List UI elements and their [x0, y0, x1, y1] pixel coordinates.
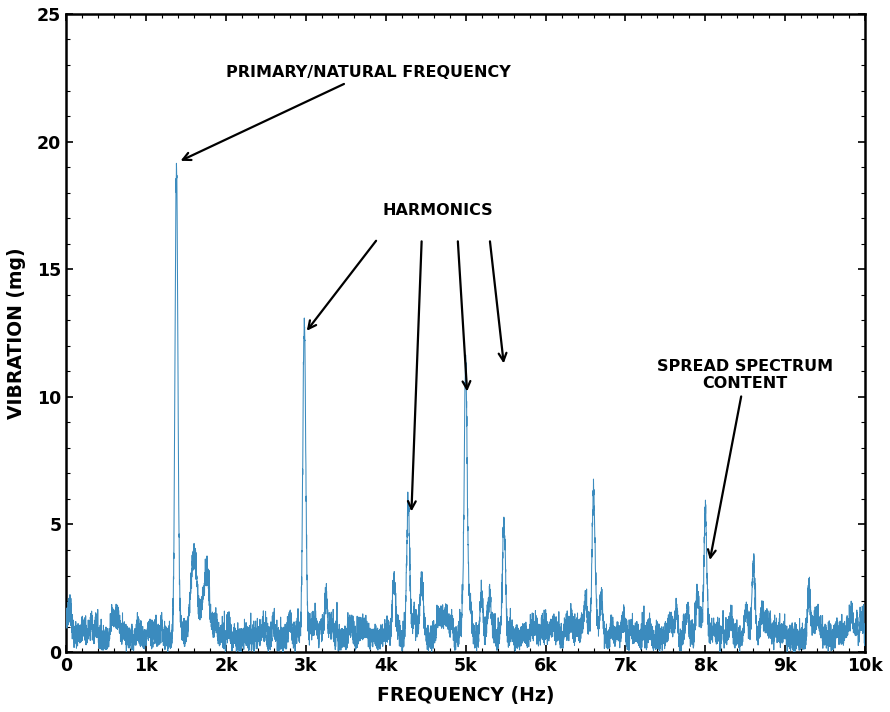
Text: HARMONICS: HARMONICS — [383, 203, 493, 218]
X-axis label: FREQUENCY (Hz): FREQUENCY (Hz) — [377, 686, 554, 705]
Text: PRIMARY/NATURAL FREQUENCY: PRIMARY/NATURAL FREQUENCY — [182, 65, 511, 160]
Y-axis label: VIBRATION (mg): VIBRATION (mg) — [7, 247, 26, 419]
Text: SPREAD SPECTRUM
CONTENT: SPREAD SPECTRUM CONTENT — [658, 359, 833, 557]
